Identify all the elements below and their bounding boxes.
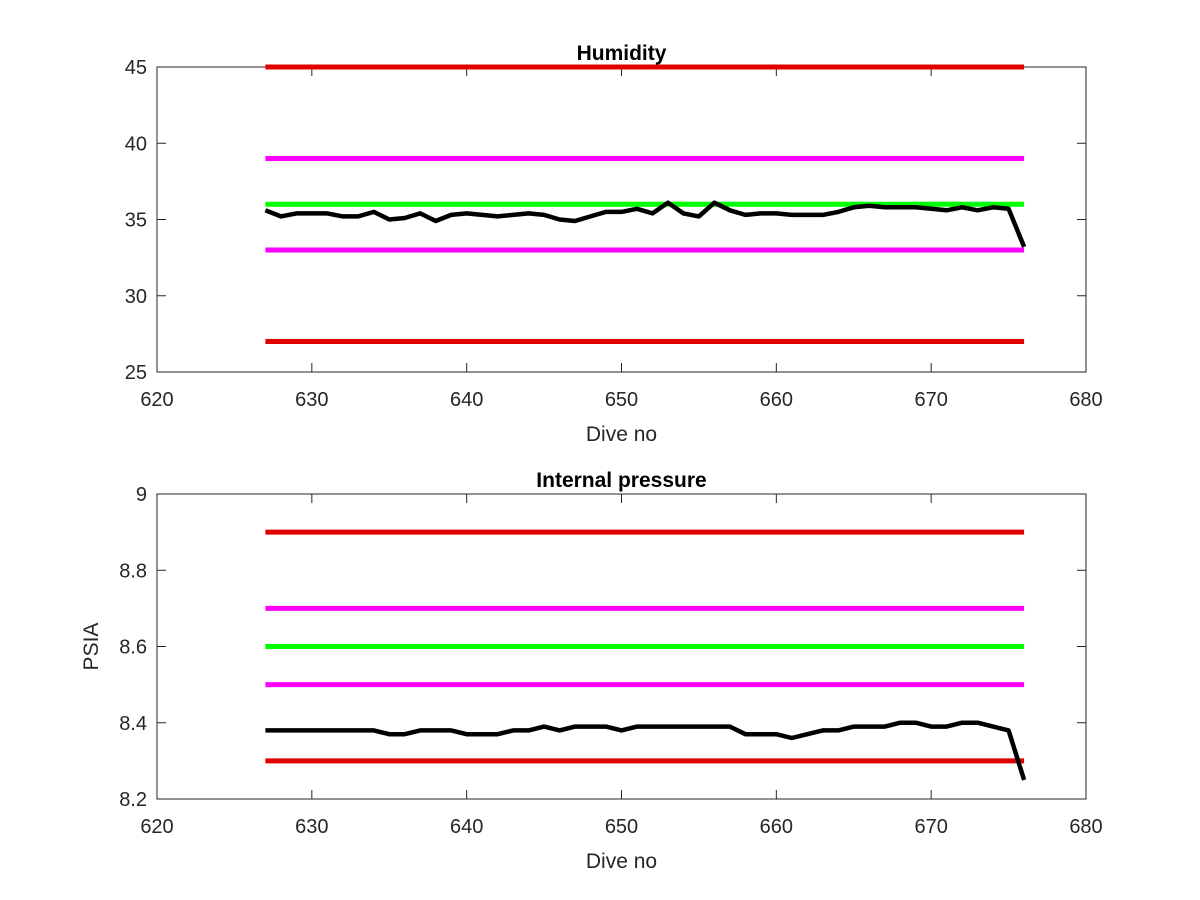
x-tick-label: 660: [760, 389, 793, 411]
x-tick-label: 660: [760, 816, 793, 838]
x-tick-label: 670: [914, 389, 947, 411]
chart-panel-2: 620 630 640 650 660 670 680 8.2 8.4 8.6 8.8 9 Intern…: [80, 469, 1103, 873]
series-line: [264, 200, 1027, 248]
series-line: [265, 720, 1027, 781]
x-tick-label: 630: [295, 816, 328, 838]
x-tick-label: 640: [450, 389, 483, 411]
x-tick-label: 640: [450, 816, 483, 838]
x-tick-label: 680: [1069, 389, 1102, 411]
y-axis-label: PSIA: [80, 623, 103, 671]
y-tick-label: 9: [136, 484, 147, 506]
x-tick-label: 670: [914, 816, 947, 838]
axes-frame: [156, 66, 1087, 373]
chart-title: Humidity: [577, 42, 667, 65]
y-tick-label: 25: [125, 362, 147, 384]
x-tick-label: 630: [295, 389, 328, 411]
y-tick-label: 30: [125, 286, 147, 308]
y-tick-label: 8.4: [119, 713, 147, 735]
y-tick-label: 40: [125, 133, 147, 155]
x-tick-label: 620: [140, 389, 173, 411]
y-tick-label: 35: [125, 210, 147, 232]
chart-title: Internal pressure: [536, 469, 706, 492]
x-axis-label: Dive no: [586, 423, 657, 446]
y-tick-label: 8.6: [119, 637, 147, 659]
y-tick-label: 8.2: [119, 789, 147, 811]
x-axis-label: Dive no: [586, 850, 657, 873]
x-tick-label: 620: [140, 816, 173, 838]
chart-panel-1: 620 630 640 650 660 670 680 25 30 35 40 45 Humidity D…: [125, 42, 1103, 446]
x-tick-label: 650: [605, 816, 638, 838]
y-tick-label: 8.8: [119, 560, 147, 582]
y-tick-label: 45: [125, 57, 147, 79]
x-tick-label: 650: [605, 389, 638, 411]
x-tick-label: 680: [1069, 816, 1102, 838]
